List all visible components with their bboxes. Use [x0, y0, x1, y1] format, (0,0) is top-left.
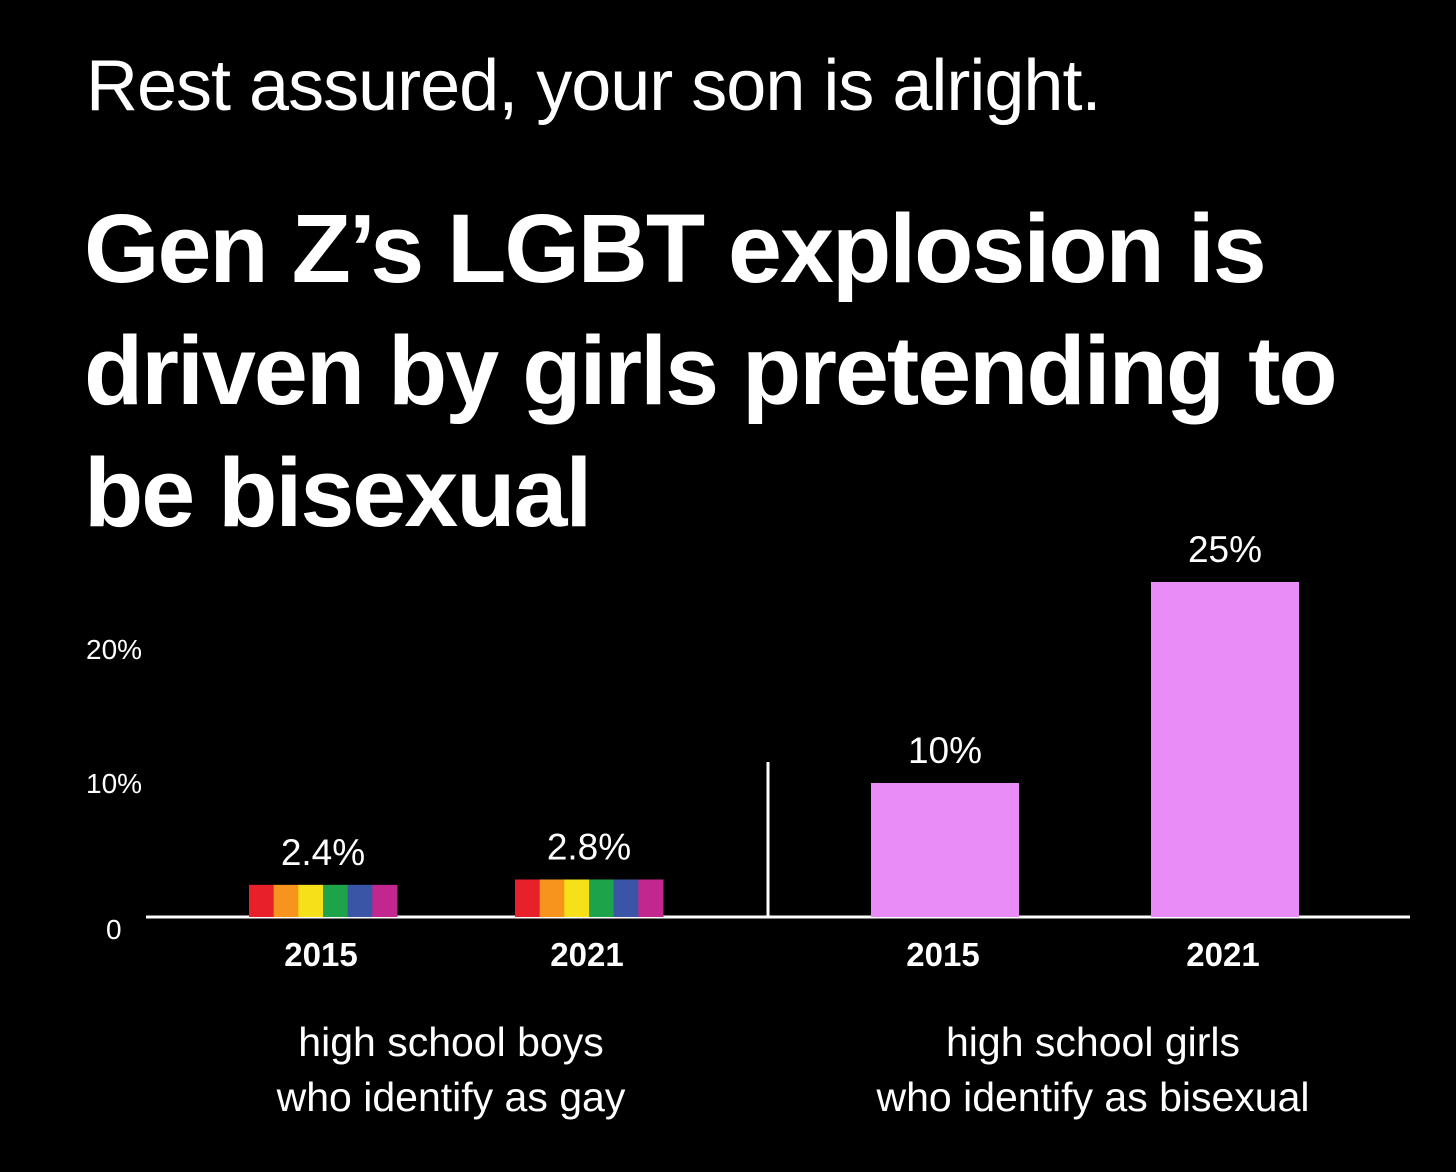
rainbow-stripe	[613, 879, 639, 917]
rainbow-stripe	[249, 884, 275, 917]
data-label: 2.8%	[547, 826, 631, 867]
category-label: 2021	[1186, 936, 1259, 973]
bar-2021	[1151, 582, 1299, 917]
subtitle: Rest assured, your son is alright.	[86, 46, 1101, 126]
rainbow-stripe	[564, 879, 590, 917]
category-label: 2021	[550, 936, 623, 973]
rainbow-stripe	[273, 884, 299, 917]
rainbow-stripe	[347, 884, 373, 917]
y-tick-label: 0	[106, 914, 122, 945]
y-tick-label: 10%	[86, 768, 142, 799]
bar-rainbow-2015	[249, 884, 398, 917]
rainbow-stripe	[638, 879, 664, 917]
bar-2015	[871, 783, 1019, 917]
rainbow-stripe	[372, 884, 398, 917]
group-label: high school boys	[298, 1019, 603, 1065]
data-label: 25%	[1188, 529, 1262, 570]
bar-rainbow-2021	[515, 879, 664, 917]
rainbow-stripe	[589, 879, 615, 917]
category-label: 2015	[906, 936, 979, 973]
group-label: who identify as gay	[276, 1074, 626, 1120]
data-label: 10%	[908, 730, 982, 771]
chart-title: Gen Z’s LGBT explosion is driven by girl…	[84, 194, 1338, 547]
group-label: high school girls	[946, 1019, 1240, 1065]
data-label: 2.4%	[281, 832, 365, 873]
group-label: who identify as bisexual	[875, 1074, 1309, 1120]
y-tick-label: 20%	[86, 634, 142, 665]
rainbow-stripe	[539, 879, 565, 917]
rainbow-stripe	[515, 879, 541, 917]
rainbow-stripe	[298, 884, 324, 917]
category-label: 2015	[284, 936, 357, 973]
rainbow-stripe	[323, 884, 349, 917]
